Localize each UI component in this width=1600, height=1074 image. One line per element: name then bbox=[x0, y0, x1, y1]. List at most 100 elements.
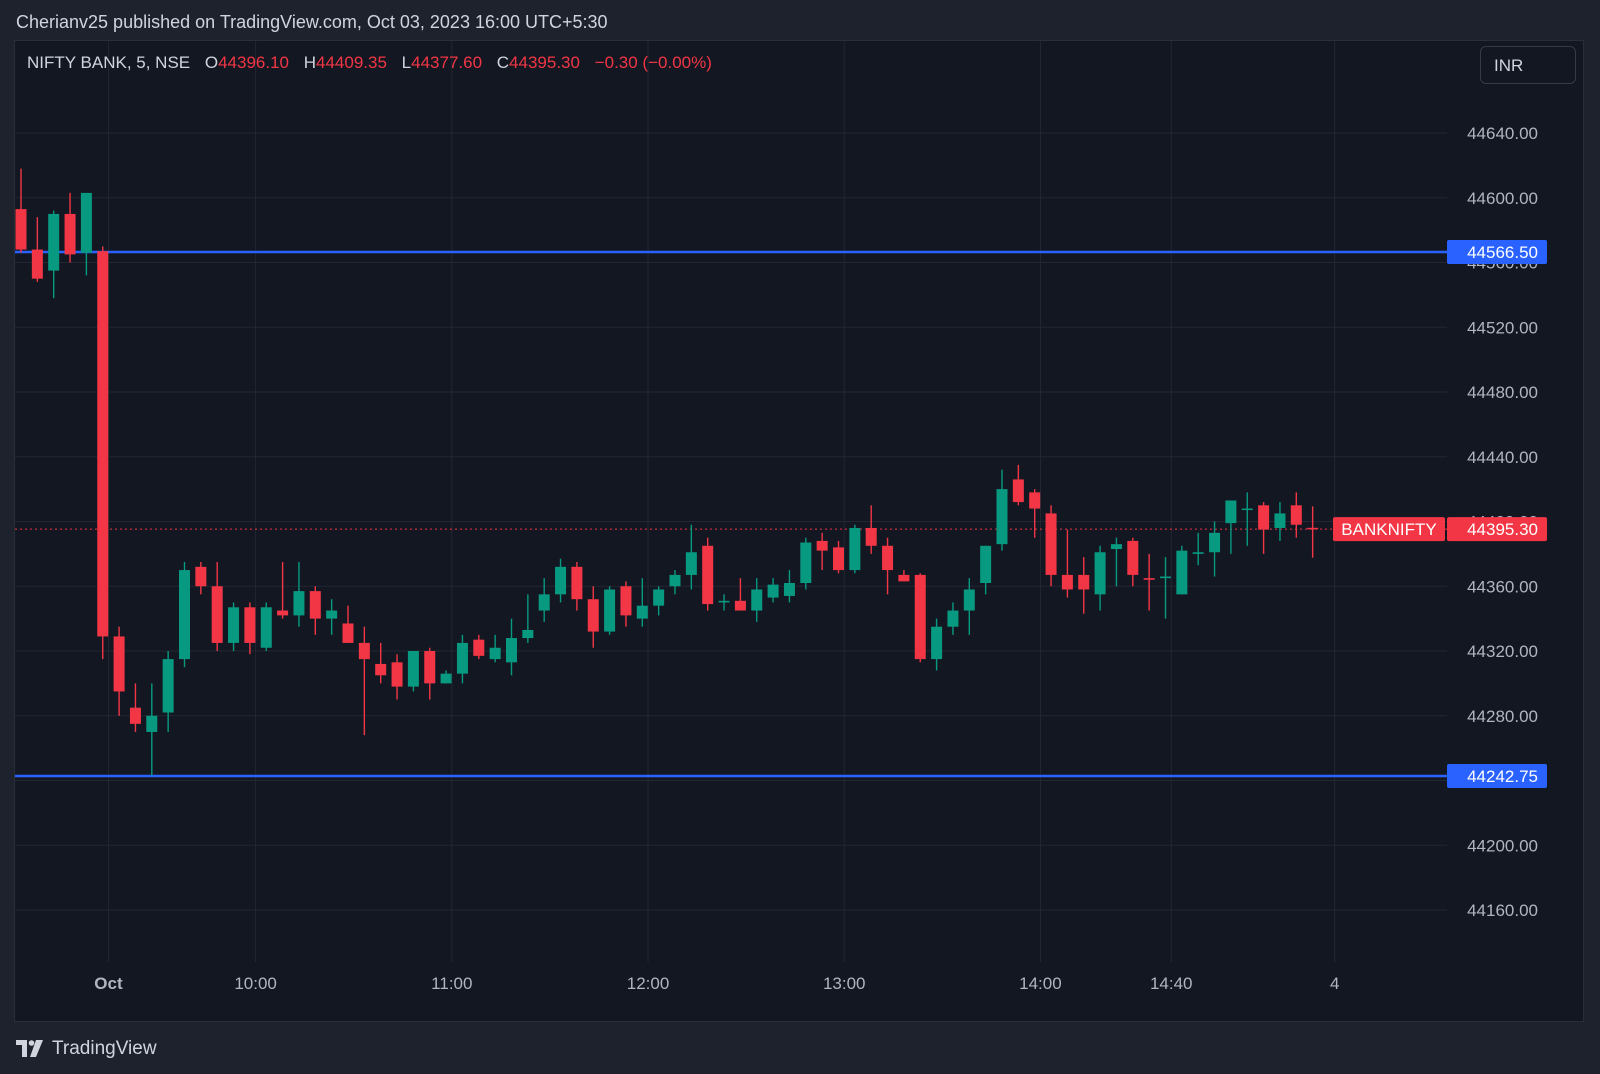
candle[interactable] bbox=[31, 217, 43, 282]
candle[interactable] bbox=[1110, 537, 1122, 587]
time-axis[interactable]: Oct 10:00 11:00 12:00 13:00 14:00 14:40 4 bbox=[94, 974, 1339, 993]
candle[interactable] bbox=[473, 634, 485, 660]
candle[interactable] bbox=[1143, 553, 1155, 611]
candle[interactable] bbox=[456, 634, 468, 684]
candle[interactable] bbox=[162, 651, 174, 732]
candle[interactable] bbox=[1045, 505, 1057, 587]
candle[interactable] bbox=[833, 540, 844, 574]
candle[interactable] bbox=[898, 570, 910, 582]
candle[interactable] bbox=[734, 578, 746, 611]
candle[interactable] bbox=[244, 602, 256, 655]
candle[interactable] bbox=[865, 505, 877, 554]
currency-selector[interactable]: INR bbox=[1480, 46, 1576, 84]
candle[interactable] bbox=[1029, 489, 1041, 538]
candle[interactable] bbox=[849, 524, 861, 574]
candle[interactable] bbox=[1078, 557, 1090, 614]
candle[interactable] bbox=[440, 670, 452, 684]
candle[interactable] bbox=[587, 586, 599, 648]
candle-body bbox=[211, 586, 223, 643]
candle[interactable] bbox=[1258, 502, 1270, 554]
candle[interactable] bbox=[702, 537, 714, 611]
candle[interactable] bbox=[407, 651, 419, 692]
candle[interactable] bbox=[391, 654, 403, 700]
candle[interactable] bbox=[48, 210, 60, 299]
candle[interactable] bbox=[669, 570, 681, 595]
y-tick-label: 44200.00 bbox=[1467, 836, 1538, 855]
candle-body bbox=[1012, 479, 1024, 503]
candle-body bbox=[48, 213, 60, 271]
candle[interactable] bbox=[506, 618, 517, 676]
candle[interactable] bbox=[653, 586, 665, 616]
symbol-name[interactable]: NIFTY BANK, 5, NSE bbox=[27, 53, 191, 72]
candle[interactable] bbox=[1061, 529, 1073, 598]
candle[interactable] bbox=[1176, 545, 1188, 595]
footer-brand[interactable]: TradingView bbox=[16, 1038, 157, 1060]
candle[interactable] bbox=[146, 683, 158, 776]
chart-pane[interactable] bbox=[14, 40, 1584, 1022]
candle[interactable] bbox=[228, 602, 240, 651]
candle[interactable] bbox=[1209, 521, 1221, 577]
candle[interactable] bbox=[424, 647, 436, 700]
candle-body bbox=[833, 547, 844, 571]
candle[interactable] bbox=[211, 561, 223, 651]
candle[interactable] bbox=[358, 626, 370, 736]
candle[interactable] bbox=[1160, 557, 1171, 619]
candle[interactable] bbox=[375, 642, 387, 684]
candle[interactable] bbox=[309, 586, 321, 635]
candle[interactable] bbox=[800, 537, 812, 590]
candle[interactable] bbox=[555, 558, 567, 603]
candle[interactable] bbox=[1094, 545, 1106, 611]
candle[interactable] bbox=[1012, 464, 1024, 506]
candle-body bbox=[522, 629, 534, 639]
candle[interactable] bbox=[1225, 500, 1237, 554]
candle[interactable] bbox=[293, 561, 305, 627]
candle[interactable] bbox=[914, 573, 926, 663]
candle[interactable] bbox=[1241, 492, 1253, 546]
candle[interactable] bbox=[80, 192, 92, 276]
candle[interactable] bbox=[604, 586, 616, 635]
candle[interactable] bbox=[947, 602, 959, 635]
y-tick-label: 44360.00 bbox=[1467, 577, 1538, 596]
candle[interactable] bbox=[129, 683, 141, 732]
candle[interactable] bbox=[260, 602, 272, 651]
candle[interactable] bbox=[931, 618, 943, 671]
candle[interactable] bbox=[342, 605, 354, 643]
candle[interactable] bbox=[1307, 506, 1319, 558]
candle[interactable] bbox=[1290, 492, 1302, 538]
candle[interactable] bbox=[97, 246, 109, 660]
candle-body bbox=[1192, 552, 1204, 554]
candle[interactable] bbox=[620, 581, 632, 627]
candle[interactable] bbox=[489, 634, 501, 663]
candle-body bbox=[849, 527, 861, 571]
candle[interactable] bbox=[980, 545, 992, 595]
candle[interactable] bbox=[1274, 502, 1286, 541]
candle[interactable] bbox=[996, 469, 1008, 551]
candle-body bbox=[538, 594, 550, 611]
candle[interactable] bbox=[685, 524, 697, 590]
close-label: C bbox=[496, 53, 510, 72]
candle[interactable] bbox=[15, 168, 27, 253]
candle[interactable] bbox=[64, 192, 76, 263]
level-price-label[interactable]: 44242.75 bbox=[1447, 764, 1547, 789]
candle[interactable] bbox=[195, 561, 207, 595]
candle[interactable] bbox=[522, 594, 534, 643]
candle[interactable] bbox=[1192, 532, 1204, 566]
candle[interactable] bbox=[1127, 537, 1139, 587]
candle[interactable] bbox=[783, 570, 795, 603]
candle[interactable] bbox=[767, 578, 779, 603]
candle[interactable] bbox=[816, 532, 828, 571]
candle[interactable] bbox=[326, 599, 338, 635]
candle[interactable] bbox=[963, 578, 975, 635]
candle[interactable] bbox=[751, 578, 763, 622]
candle[interactable] bbox=[718, 594, 730, 611]
candle[interactable] bbox=[882, 537, 894, 595]
candle[interactable] bbox=[636, 578, 648, 627]
candle[interactable] bbox=[538, 578, 550, 622]
candle[interactable] bbox=[113, 626, 125, 716]
candle[interactable] bbox=[571, 561, 583, 611]
candle[interactable] bbox=[179, 561, 190, 668]
last-price-label[interactable]: BANKNIFTY 44395.30 bbox=[1333, 517, 1547, 542]
candle[interactable] bbox=[277, 561, 289, 619]
level-price-label[interactable]: 44566.50 bbox=[1447, 239, 1547, 264]
